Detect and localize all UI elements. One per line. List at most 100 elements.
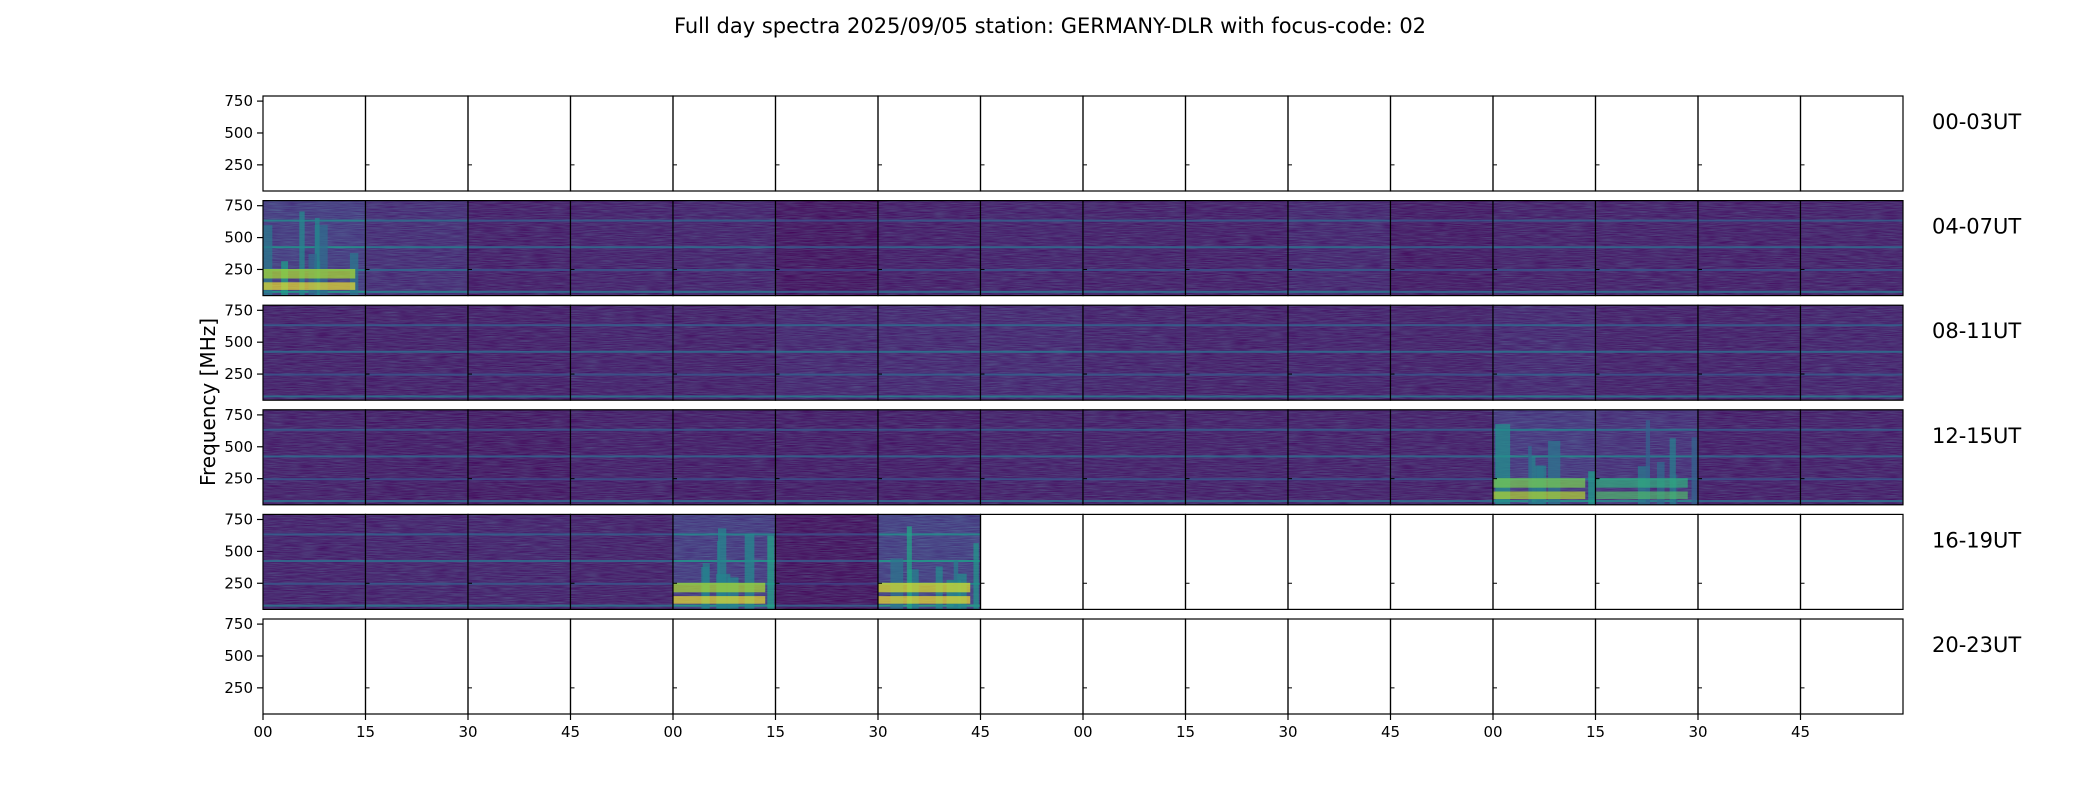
spectra-cell bbox=[774, 513, 879, 611]
spectra-cell bbox=[979, 95, 1084, 192]
panel-frame bbox=[1799, 95, 1904, 192]
x-tick-label: 15 bbox=[356, 723, 375, 741]
row-label: 08-11UT bbox=[1932, 319, 2021, 343]
spectra-cell bbox=[262, 95, 367, 192]
spectra-cell bbox=[262, 200, 367, 297]
y-tick-label: 750 bbox=[224, 511, 253, 529]
spectra-cell bbox=[672, 95, 777, 192]
spectra-cell bbox=[1287, 200, 1392, 297]
y-tick-label: 500 bbox=[224, 124, 253, 142]
panel-frame bbox=[774, 618, 879, 715]
spectra-cell bbox=[1184, 200, 1289, 297]
spectra-cell bbox=[774, 618, 879, 715]
spectra-cell bbox=[877, 513, 982, 611]
x-tick-label: 00 bbox=[1483, 723, 1502, 741]
spectra-cell bbox=[262, 304, 367, 401]
spectra-row-08-11UT: 250 500 750 08-11UT bbox=[224, 301, 2021, 401]
panel-frame bbox=[877, 95, 982, 192]
spectra-cell bbox=[1799, 304, 1904, 401]
x-tick-label: 30 bbox=[1278, 723, 1297, 741]
panel-frame bbox=[1389, 513, 1494, 611]
x-tick-label: 00 bbox=[1073, 723, 1092, 741]
spectra-cell bbox=[774, 409, 879, 506]
panel-frame bbox=[1594, 95, 1699, 192]
x-tick-label: 00 bbox=[663, 723, 682, 741]
spectra-cell bbox=[467, 618, 572, 715]
spectra-cell bbox=[1082, 304, 1187, 401]
spectra-cell bbox=[1184, 618, 1289, 715]
panel-frame bbox=[979, 618, 1084, 715]
spectra-cell bbox=[1287, 409, 1392, 506]
spectra-cell bbox=[1492, 513, 1597, 611]
spectra-cell bbox=[467, 409, 572, 506]
spectra-row-04-07UT: 250 500 750 04-07UT bbox=[224, 197, 2021, 297]
spectra-cell bbox=[569, 95, 674, 192]
spectra-cell bbox=[1594, 304, 1699, 401]
spectra-cell bbox=[364, 409, 469, 506]
y-tick-label: 250 bbox=[224, 260, 253, 278]
panel-frame bbox=[877, 618, 982, 715]
spectra-cell bbox=[1389, 95, 1494, 192]
panel-frame bbox=[774, 95, 879, 192]
panel-frame bbox=[1799, 304, 1904, 401]
y-axis-label: Frequency [MHz] bbox=[196, 318, 220, 486]
panel-frame bbox=[1697, 513, 1802, 611]
y-tick-label: 500 bbox=[224, 542, 253, 560]
y-tick-label: 750 bbox=[224, 92, 253, 110]
spectra-cell bbox=[364, 200, 469, 297]
spectra-cell bbox=[1594, 95, 1699, 192]
spectra-panels: 250 500 750 00-03UT 250 500 750 04-07UT 250 500 75… bbox=[224, 92, 2021, 715]
spectra-cell bbox=[1594, 618, 1699, 715]
spectra-cell bbox=[774, 200, 879, 297]
y-tick-label: 500 bbox=[224, 229, 253, 247]
spectra-cell bbox=[467, 513, 572, 611]
row-label: 04-07UT bbox=[1932, 215, 2021, 239]
panel-frame bbox=[1492, 513, 1597, 611]
spectra-cell bbox=[262, 513, 367, 611]
spectra-cell bbox=[1389, 200, 1494, 297]
x-tick-label: 45 bbox=[1381, 723, 1400, 741]
spectra-cell bbox=[979, 304, 1084, 401]
spectra-cell bbox=[569, 304, 674, 401]
panel-frame bbox=[1799, 200, 1904, 297]
spectra-cell bbox=[467, 304, 572, 401]
spectra-cell bbox=[1799, 95, 1904, 192]
panel-frame bbox=[364, 95, 469, 192]
panel-frame bbox=[262, 618, 367, 715]
x-tick-label: 30 bbox=[1688, 723, 1707, 741]
y-tick-label: 250 bbox=[224, 574, 253, 592]
spectra-cell bbox=[672, 304, 777, 401]
row-label: 12-15UT bbox=[1932, 424, 2021, 448]
spectra-cell bbox=[774, 304, 879, 401]
panel-frame bbox=[979, 95, 1084, 192]
spectra-cell bbox=[774, 95, 879, 192]
row-label: 16-19UT bbox=[1932, 528, 2021, 552]
row-label: 20-23UT bbox=[1932, 633, 2021, 657]
spectra-cell bbox=[1697, 304, 1802, 401]
spectra-cell bbox=[877, 618, 982, 715]
spectra-cell bbox=[1594, 513, 1699, 611]
spectra-cell bbox=[1184, 409, 1289, 506]
spectra-cell bbox=[569, 409, 674, 506]
panel-frame bbox=[1799, 409, 1904, 506]
spectra-cell bbox=[1389, 304, 1494, 401]
spectra-cell bbox=[1697, 409, 1802, 506]
panel-frame bbox=[1082, 95, 1187, 192]
panel-frame bbox=[1082, 513, 1187, 611]
spectra-cell bbox=[672, 513, 777, 611]
spectra-row-12-15UT: 250 500 750 12-15UT bbox=[224, 406, 2021, 506]
panel-frame bbox=[1082, 618, 1187, 715]
y-tick-label: 750 bbox=[224, 615, 253, 633]
panel-frame bbox=[1287, 513, 1392, 611]
spectra-cell bbox=[1492, 618, 1597, 715]
x-tick-label: 30 bbox=[458, 723, 477, 741]
spectra-cell bbox=[467, 95, 572, 192]
spectra-cell bbox=[979, 200, 1084, 297]
spectra-cell bbox=[262, 618, 367, 715]
panel-frame bbox=[467, 618, 572, 715]
spectra-cell bbox=[1492, 95, 1597, 192]
panel-frame bbox=[1697, 618, 1802, 715]
spectra-cell bbox=[1697, 200, 1802, 297]
panel-frame bbox=[262, 95, 367, 192]
y-tick-label: 500 bbox=[224, 333, 253, 351]
